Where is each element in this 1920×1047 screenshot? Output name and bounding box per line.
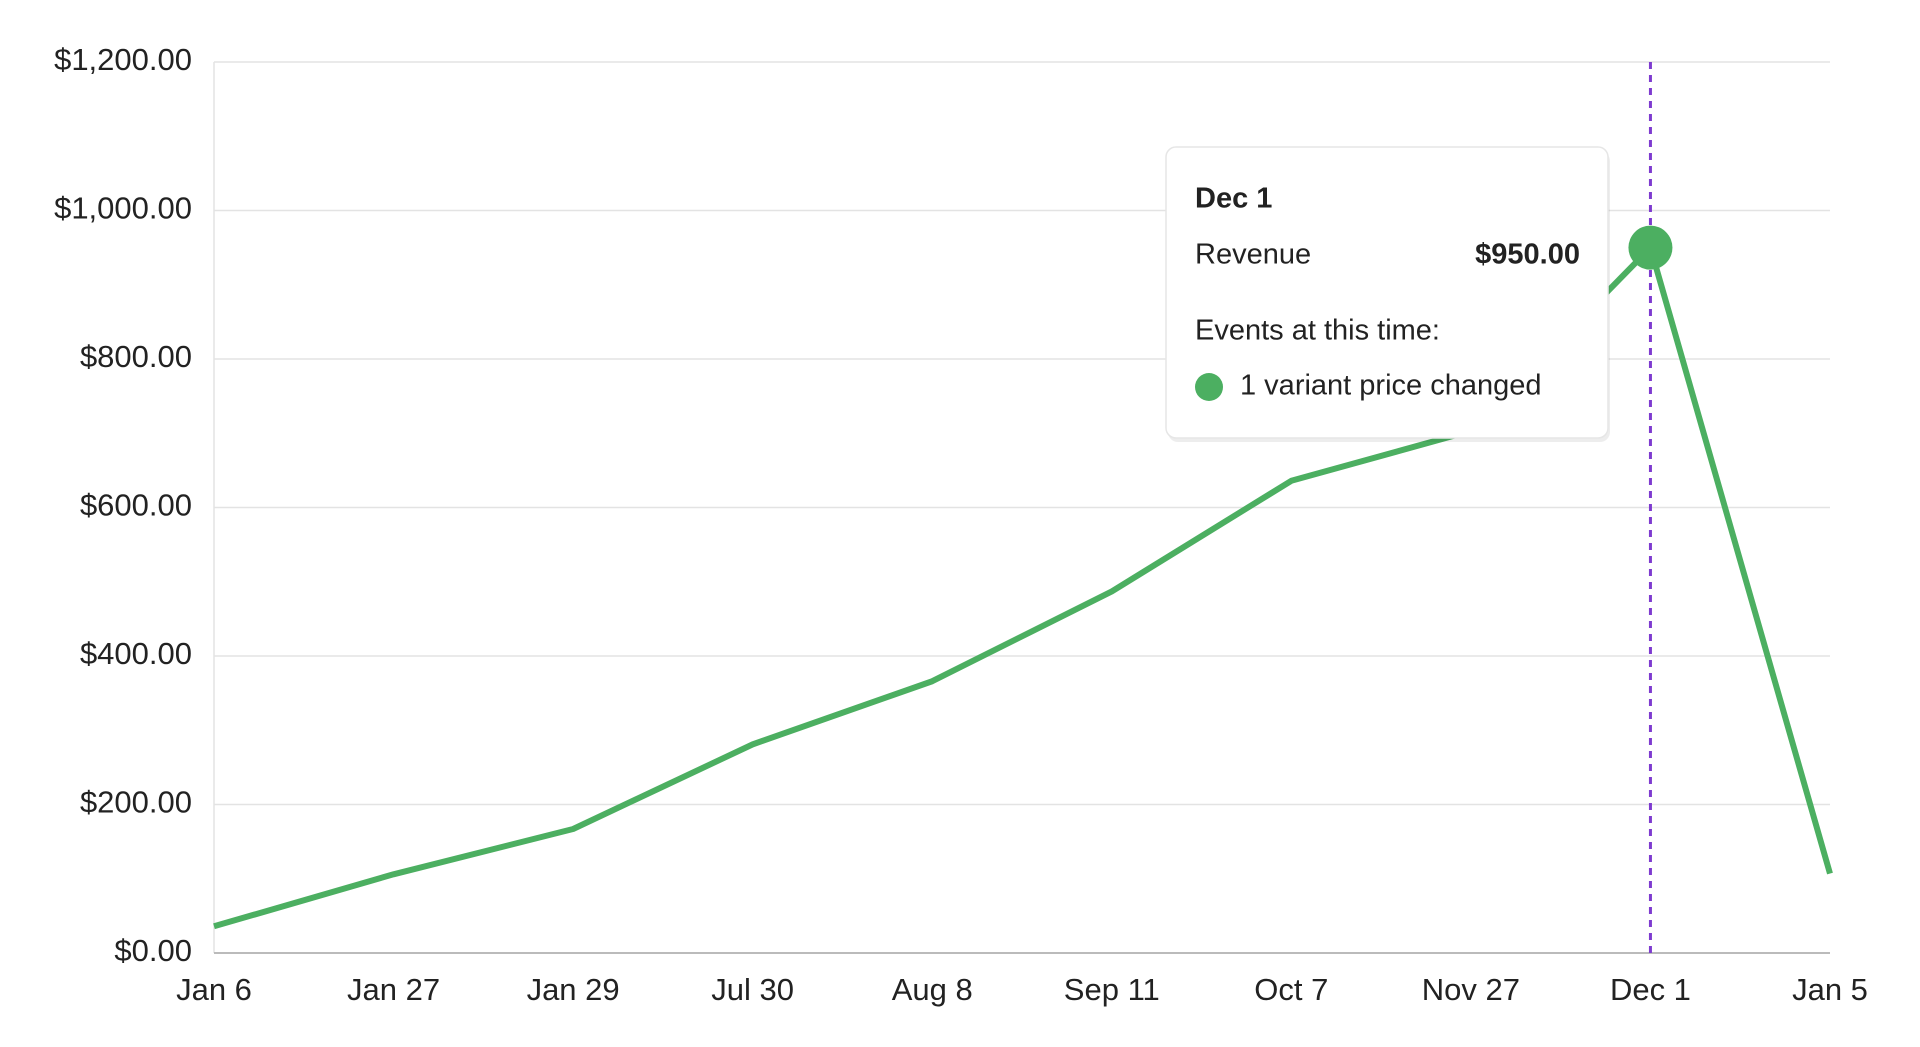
y-tick-label: $200.00 bbox=[80, 785, 192, 820]
y-tick-label: $1,200.00 bbox=[54, 42, 192, 77]
y-tick-label: $800.00 bbox=[80, 339, 192, 374]
tooltip: Dec 1 Revenue $950.00 Events at this time: 1… bbox=[1165, 146, 1610, 442]
tooltip-box bbox=[1165, 146, 1609, 439]
y-tick-label: $400.00 bbox=[80, 636, 192, 671]
x-tick-label: Aug 8 bbox=[892, 972, 973, 1007]
x-tick-label: Oct 7 bbox=[1254, 972, 1328, 1007]
x-tick-label: Dec 1 bbox=[1610, 972, 1691, 1007]
x-tick-label: Sep 11 bbox=[1064, 972, 1160, 1007]
x-tick-label: Jan 5 bbox=[1792, 972, 1868, 1007]
y-tick-label: $600.00 bbox=[80, 488, 192, 523]
hover-point bbox=[1628, 225, 1673, 270]
x-tick-label: Jul 30 bbox=[711, 972, 794, 1007]
tooltip-events-heading: Events at this time: bbox=[1195, 315, 1440, 347]
event-dot bbox=[1195, 373, 1223, 401]
x-tick-label: Jan 6 bbox=[176, 972, 252, 1007]
tooltip-title: Dec 1 bbox=[1195, 183, 1272, 215]
x-tick-label: Jan 27 bbox=[347, 972, 440, 1007]
tooltip-value: $950.00 bbox=[1475, 239, 1580, 271]
y-tick-label: $0.00 bbox=[114, 933, 192, 968]
x-tick-label: Jan 29 bbox=[527, 972, 620, 1007]
y-tick-label: $1,000.00 bbox=[54, 191, 192, 226]
event-text: 1 variant price changed bbox=[1240, 370, 1541, 402]
x-tick-label: Nov 27 bbox=[1422, 972, 1520, 1007]
tooltip-series-name: Revenue bbox=[1195, 239, 1311, 271]
